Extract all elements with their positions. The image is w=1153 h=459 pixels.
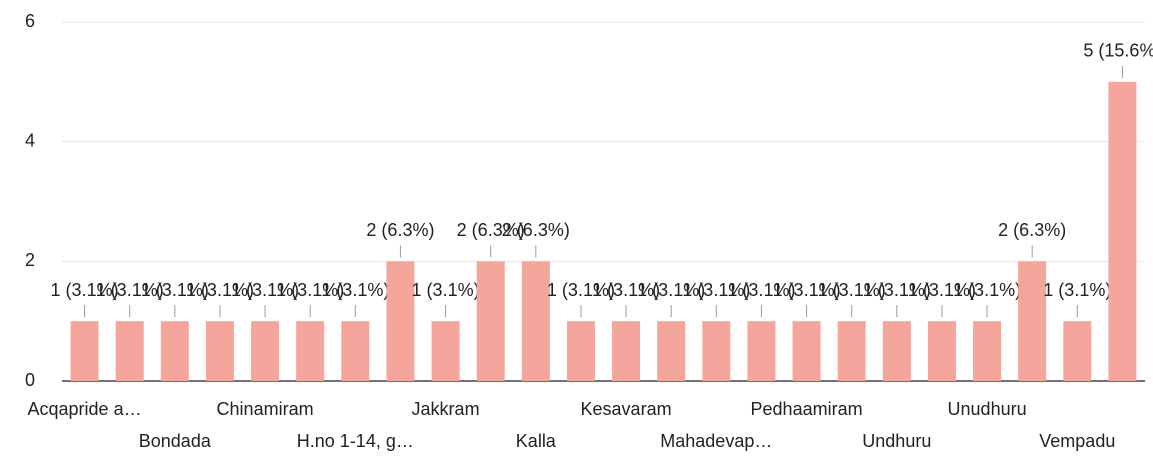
data-label: 1 (3.1%): [727, 280, 795, 300]
data-label: 1 (3.1%): [818, 280, 886, 300]
data-label: 1 (3.1%): [141, 280, 209, 300]
x-tick-label: Mahadevap…: [660, 431, 772, 451]
data-label: 1 (3.1%): [637, 280, 705, 300]
data-label: 1 (3.1%): [186, 280, 254, 300]
bar: [702, 321, 731, 381]
x-tick-label: Bondada: [139, 431, 212, 451]
data-label: 1 (3.1%): [908, 280, 976, 300]
data-label: 1 (3.1%): [953, 280, 1021, 300]
x-tick-label: Unudhuru: [948, 399, 1027, 419]
data-label: 5 (15.6%): [1083, 41, 1153, 61]
data-label: 2 (6.3%): [457, 220, 525, 240]
bar: [431, 321, 460, 381]
x-tick-label: Pedhaamiram: [751, 399, 863, 419]
bar: [882, 321, 911, 381]
data-label: 1 (3.1%): [321, 280, 389, 300]
y-tick-label: 6: [25, 11, 35, 31]
bar: [612, 321, 641, 381]
data-label: 2 (6.3%): [998, 220, 1066, 240]
bar: [160, 321, 189, 381]
bar: [70, 321, 99, 381]
data-label: 2 (6.3%): [366, 220, 434, 240]
bar: [476, 261, 505, 381]
x-tick-label: Chinamiram: [217, 399, 314, 419]
bar: [205, 321, 234, 381]
data-label: 1 (3.1%): [51, 280, 119, 300]
bar: [251, 321, 280, 381]
bar: [927, 321, 956, 381]
data-label: 1 (3.1%): [276, 280, 344, 300]
x-tick-label: H.no 1-14, g…: [297, 431, 414, 451]
bar: [1108, 81, 1137, 381]
x-tick-label: Kalla: [516, 431, 557, 451]
x-tick-label: Jakkram: [412, 399, 480, 419]
data-label: 1 (3.1%): [1043, 280, 1111, 300]
data-label: 1 (3.1%): [592, 280, 660, 300]
bar: [747, 321, 776, 381]
data-label: 1 (3.1%): [682, 280, 750, 300]
bar: [341, 321, 370, 381]
x-tick-label: Vempadu: [1039, 431, 1115, 451]
bar: [1063, 321, 1092, 381]
bar: [1018, 261, 1047, 381]
data-label: 1 (3.1%): [547, 280, 615, 300]
bar: [521, 261, 550, 381]
y-tick-label: 0: [25, 370, 35, 390]
data-label: 1 (3.1%): [863, 280, 931, 300]
bar: [386, 261, 415, 381]
bar: [566, 321, 595, 381]
x-tick-label: Acqapride a…: [28, 399, 142, 419]
data-label: 1 (3.1%): [773, 280, 841, 300]
bar: [657, 321, 686, 381]
y-tick-label: 4: [25, 130, 35, 150]
bar: [837, 321, 866, 381]
x-tick-label: Kesavaram: [581, 399, 672, 419]
data-label: 1 (3.1%): [96, 280, 164, 300]
data-label: 1 (3.1%): [412, 280, 480, 300]
bar: [115, 321, 144, 381]
bar: [792, 321, 821, 381]
bar: [973, 321, 1002, 381]
bar: [296, 321, 325, 381]
x-tick-label: Undhuru: [862, 431, 931, 451]
data-label: 2 (6.3%): [502, 220, 570, 240]
data-label: 1 (3.1%): [231, 280, 299, 300]
y-tick-label: 2: [25, 250, 35, 270]
